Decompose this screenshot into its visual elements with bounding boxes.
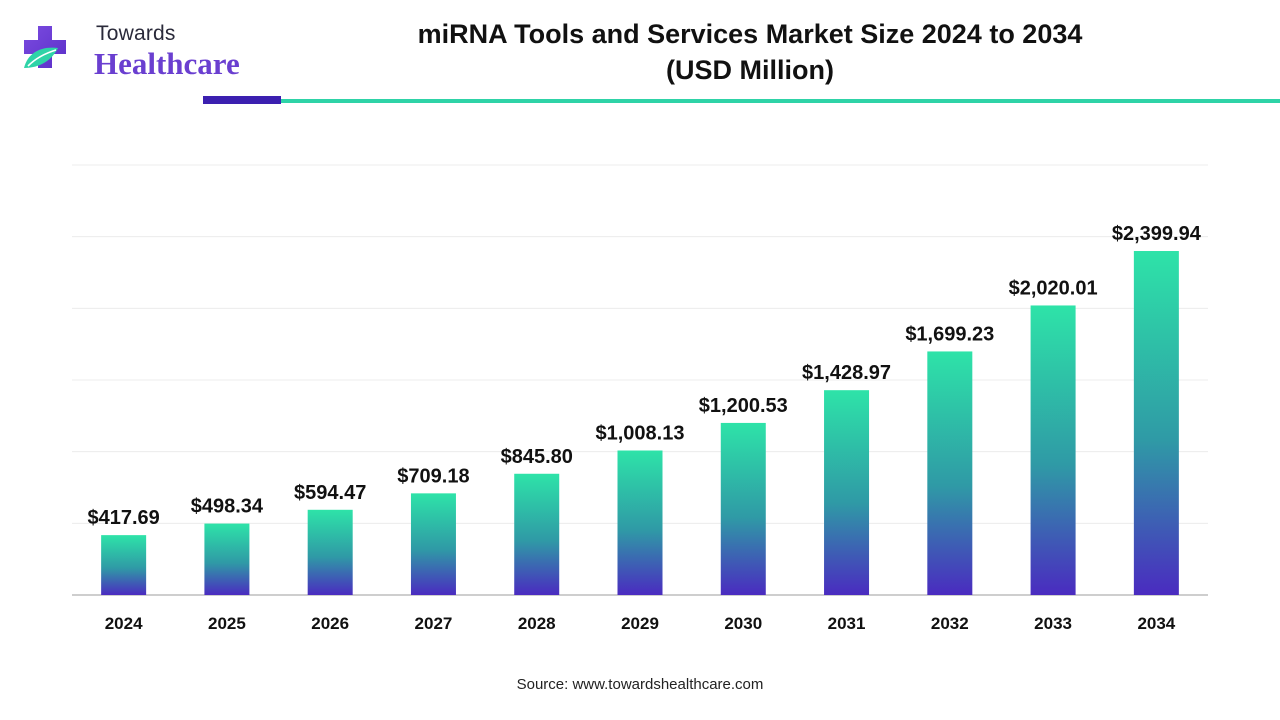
brand-name-line1: Towards bbox=[96, 22, 176, 45]
chart-title-line1: miRNA Tools and Services Market Size 202… bbox=[417, 19, 1083, 49]
x-tick-label-2028: 2028 bbox=[518, 614, 556, 633]
data-label-2030: $1,200.53 bbox=[699, 395, 788, 417]
x-tick-label-2030: 2030 bbox=[724, 614, 762, 633]
x-tick-label-2033: 2033 bbox=[1034, 614, 1072, 633]
x-tick-label-2034: 2034 bbox=[1137, 614, 1175, 633]
bar-2026 bbox=[307, 509, 353, 595]
bar-2030 bbox=[720, 422, 766, 595]
x-tick-label-2024: 2024 bbox=[105, 614, 143, 633]
bar-2025 bbox=[204, 523, 250, 595]
data-label-2026: $594.47 bbox=[294, 482, 366, 504]
x-tick-label-2032: 2032 bbox=[931, 614, 969, 633]
x-tick-label-2027: 2027 bbox=[415, 614, 453, 633]
bar-2024 bbox=[101, 535, 147, 595]
data-label-2027: $709.18 bbox=[397, 465, 469, 487]
data-label-2024: $417.69 bbox=[87, 507, 159, 529]
brand-name-line2: Healthcare bbox=[94, 46, 240, 81]
source-note: Source: www.towardshealthcare.com bbox=[516, 676, 764, 693]
data-label-2025: $498.34 bbox=[191, 496, 264, 518]
x-tick-label-2031: 2031 bbox=[828, 614, 866, 633]
data-label-2034: $2,399.94 bbox=[1112, 223, 1202, 245]
x-tick-label-2026: 2026 bbox=[311, 614, 349, 633]
x-tick-label-2025: 2025 bbox=[208, 614, 246, 633]
bar-2032 bbox=[927, 351, 973, 595]
bar-2027 bbox=[410, 493, 456, 595]
chart-title-line2: (USD Million) bbox=[666, 55, 834, 85]
bar-2029 bbox=[617, 450, 663, 595]
bar-2033 bbox=[1030, 305, 1076, 595]
data-label-2032: $1,699.23 bbox=[905, 323, 994, 345]
data-label-2031: $1,428.97 bbox=[802, 362, 891, 384]
data-label-2028: $845.80 bbox=[501, 446, 573, 468]
bar-2034 bbox=[1133, 251, 1179, 595]
header-rule-accent bbox=[203, 96, 281, 104]
brand-logo: Towards Healthcare bbox=[18, 20, 248, 84]
data-label-2033: $2,020.01 bbox=[1009, 277, 1098, 299]
data-label-2029: $1,008.13 bbox=[596, 423, 685, 445]
bar-2031 bbox=[824, 390, 870, 595]
bar-2028 bbox=[514, 473, 560, 595]
header-rule bbox=[281, 99, 1280, 103]
x-tick-label-2029: 2029 bbox=[621, 614, 659, 633]
chart-title: miRNA Tools and Services Market Size 202… bbox=[300, 16, 1200, 88]
medical-cross-leaf-icon bbox=[24, 26, 66, 68]
